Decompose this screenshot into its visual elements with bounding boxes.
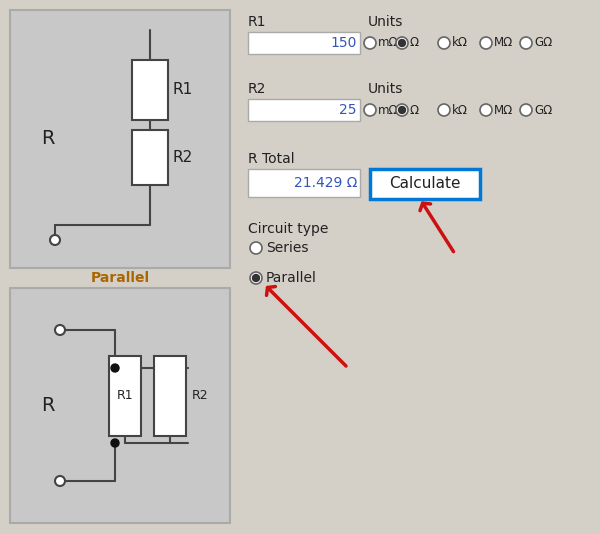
Bar [248, 32, 360, 54]
Bar [10, 288, 230, 523]
Text: MΩ: MΩ [494, 36, 513, 50]
Bar [248, 99, 360, 121]
Text: R1: R1 [172, 82, 192, 98]
Text: Calculate: Calculate [389, 177, 461, 192]
Text: R: R [41, 396, 55, 415]
Bar [132, 60, 168, 120]
Circle shape [364, 37, 376, 49]
Circle shape [398, 40, 406, 46]
Circle shape [438, 104, 450, 116]
Circle shape [111, 364, 119, 372]
Bar [370, 169, 480, 199]
Text: Series: Series [266, 241, 308, 255]
Circle shape [398, 106, 406, 114]
Text: R2: R2 [192, 389, 209, 402]
Text: kΩ: kΩ [452, 104, 468, 116]
Bar [10, 10, 230, 268]
Text: GΩ: GΩ [534, 104, 552, 116]
Text: Parallel: Parallel [91, 271, 149, 285]
Text: Circuit type: Circuit type [248, 222, 328, 236]
Text: GΩ: GΩ [534, 36, 552, 50]
Circle shape [396, 104, 408, 116]
Text: Units: Units [368, 15, 403, 29]
Bar [109, 356, 141, 436]
Text: R1: R1 [116, 389, 133, 402]
Text: R: R [41, 130, 55, 148]
Circle shape [438, 37, 450, 49]
Text: Ω: Ω [410, 104, 419, 116]
Text: mΩ: mΩ [378, 36, 398, 50]
Circle shape [250, 242, 262, 254]
Text: kΩ: kΩ [452, 36, 468, 50]
Text: Ω: Ω [410, 36, 419, 50]
Text: 150: 150 [331, 36, 357, 50]
Circle shape [55, 476, 65, 486]
Text: Units: Units [368, 82, 403, 96]
Circle shape [396, 37, 408, 49]
Text: 25: 25 [340, 103, 357, 117]
Circle shape [364, 104, 376, 116]
Circle shape [480, 37, 492, 49]
Bar [132, 130, 168, 185]
Circle shape [50, 235, 60, 245]
Circle shape [250, 272, 262, 284]
Circle shape [520, 104, 532, 116]
Text: 21.429 Ω: 21.429 Ω [293, 176, 357, 190]
Text: Parallel: Parallel [266, 271, 317, 285]
Bar [154, 356, 186, 436]
Circle shape [55, 325, 65, 335]
Circle shape [520, 37, 532, 49]
Circle shape [111, 439, 119, 447]
Text: MΩ: MΩ [494, 104, 513, 116]
Bar [248, 169, 360, 197]
Text: R1: R1 [248, 15, 266, 29]
Text: mΩ: mΩ [378, 104, 398, 116]
Text: R2: R2 [172, 150, 192, 165]
Text: R Total: R Total [248, 152, 295, 166]
Circle shape [480, 104, 492, 116]
Text: R2: R2 [248, 82, 266, 96]
Circle shape [253, 274, 260, 281]
